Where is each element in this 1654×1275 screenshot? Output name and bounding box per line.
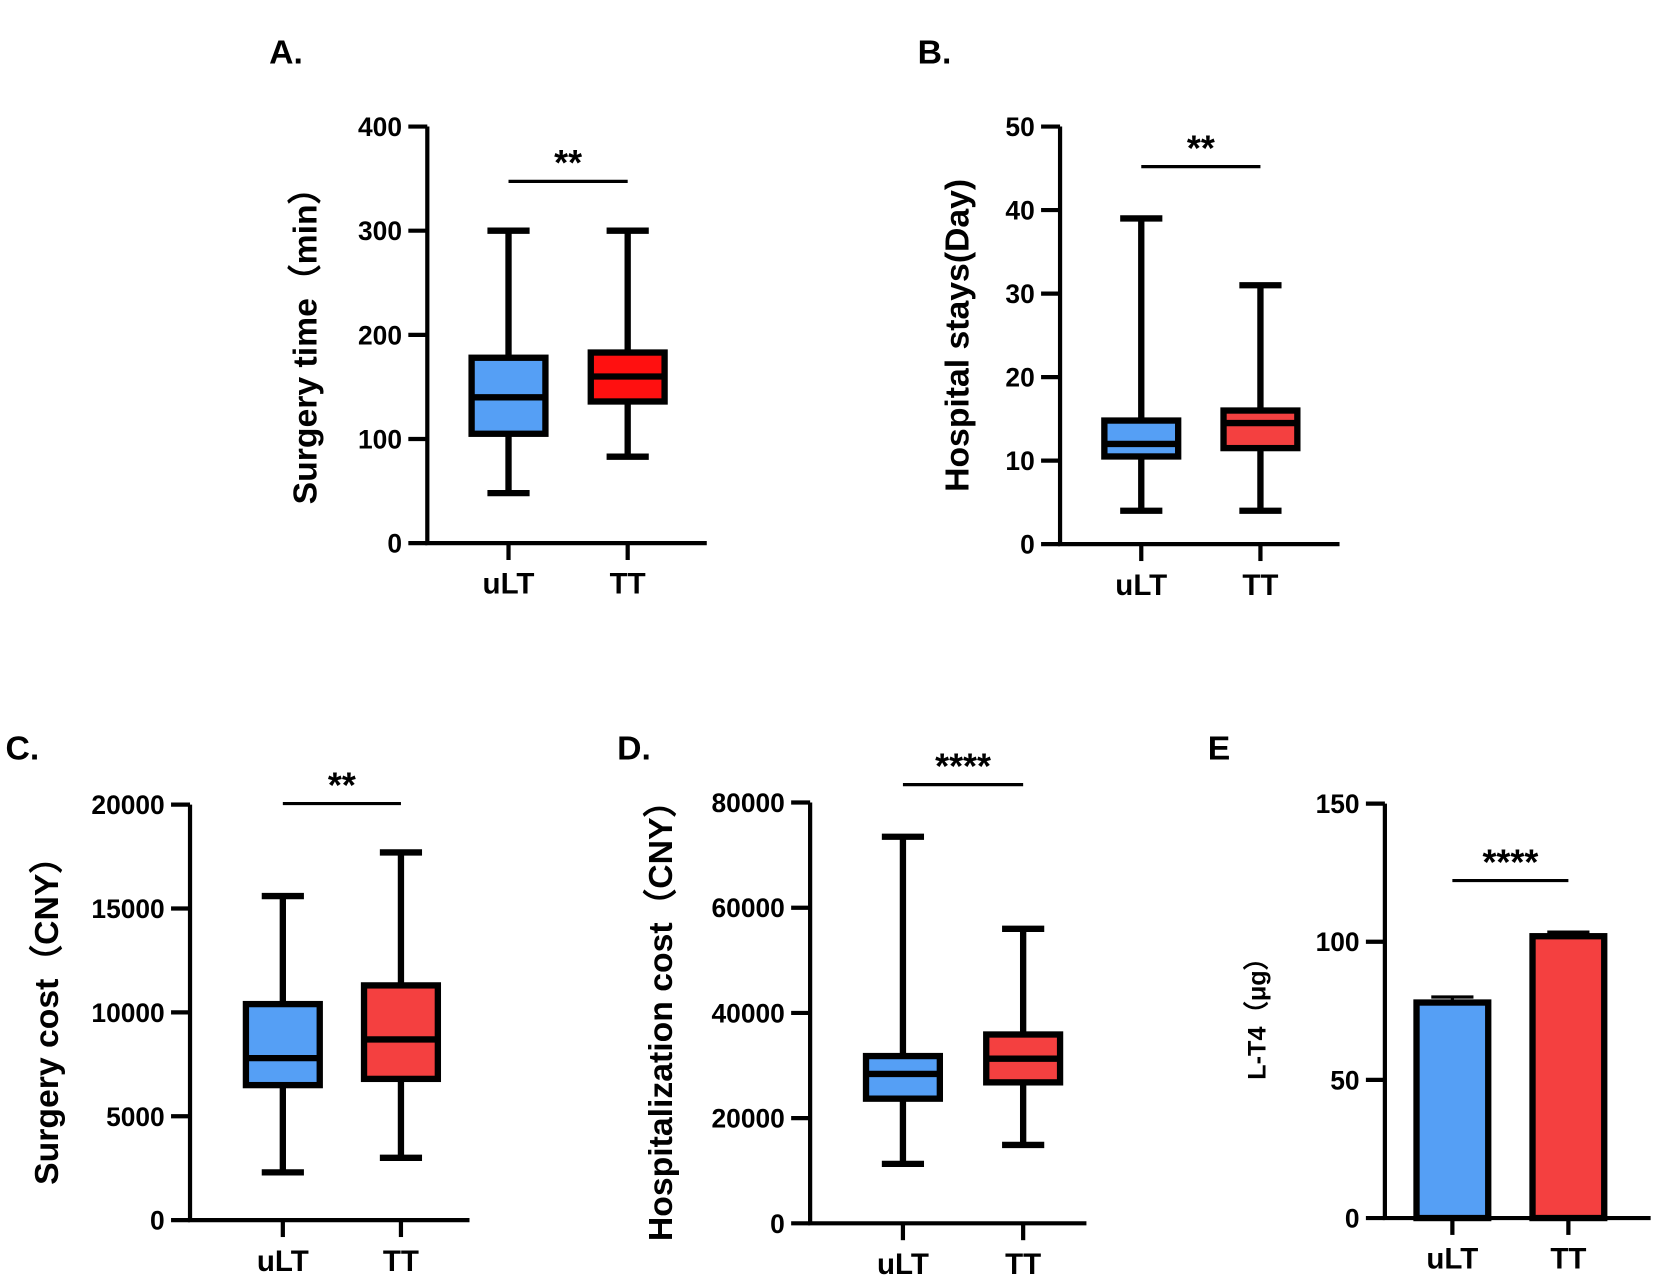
panel-letter: C. [5, 729, 39, 767]
y-tick-label: 0 [1345, 1204, 1360, 1234]
iqr-box [242, 1000, 323, 1089]
y-tick-label: 30 [1005, 279, 1034, 309]
x-tick-label: uLT [1426, 1243, 1478, 1275]
box-ult [242, 892, 323, 1176]
bar [1529, 933, 1608, 1222]
panel-c: C. 0 5000 10000 15000 20000 uLT TT Surgery cost（… [5, 729, 470, 1275]
bar-tt [1529, 930, 1608, 1222]
panel-b: B. 0 10 20 30 40 50 uLT TT Hospital stays(Day) ** [918, 33, 1340, 602]
x-tick-label: uLT [257, 1245, 309, 1275]
y-tick-label: 0 [1020, 530, 1035, 560]
box-tt [360, 849, 442, 1161]
panel-letter: D. [617, 729, 651, 767]
y-tick-label: 400 [358, 112, 402, 142]
y-tick-label: 40000 [712, 998, 785, 1028]
panel-a: A. 0 100 200 300 400 uLT TT Surgery time（min） ** [269, 33, 707, 601]
y-axis-title: Surgery cost（CNY） [28, 840, 66, 1185]
box-ult [1101, 215, 1182, 514]
panel-letter: A. [269, 33, 303, 71]
y-tick-label: 80000 [712, 788, 785, 818]
box-tt [587, 227, 668, 460]
y-tick-label: 200 [358, 320, 402, 350]
y-axis-title: L-T4（μg） [1243, 945, 1272, 1080]
y-axis-title: Surgery time（min） [287, 171, 325, 505]
x-tick-label: TT [1550, 1243, 1586, 1275]
box-ult [468, 227, 549, 497]
y-tick-label: 20000 [91, 790, 164, 820]
x-tick-label: TT [383, 1245, 419, 1275]
panel-d: D. 0 20000 40000 60000 80000 uLT TT Hospitalizat… [617, 729, 1087, 1275]
y-tick-label: 10000 [91, 998, 164, 1028]
panel-letter: B. [918, 33, 952, 71]
iqr-box [1101, 417, 1182, 460]
y-tick-label: 100 [1316, 927, 1360, 957]
significance-stars: ** [1187, 128, 1215, 168]
significance-stars: ** [328, 765, 356, 805]
x-tick-label: TT [610, 568, 646, 601]
y-tick-label: 10 [1005, 446, 1034, 476]
y-tick-label: 100 [358, 424, 402, 454]
y-tick-label: 5000 [106, 1102, 165, 1132]
x-tick-label: TT [1242, 569, 1278, 602]
x-tick-label: uLT [877, 1248, 929, 1275]
box-tt [1220, 282, 1301, 514]
y-tick-label: 50 [1330, 1065, 1359, 1095]
bar [1413, 999, 1492, 1222]
y-tick-label: 50 [1005, 112, 1034, 142]
x-tick-label: TT [1005, 1248, 1041, 1275]
significance-stars: **** [1482, 842, 1538, 882]
box-ult [862, 833, 944, 1168]
iqr-box [360, 982, 442, 1083]
significance-stars: **** [935, 746, 991, 786]
y-tick-label: 40 [1005, 196, 1034, 226]
x-tick-label: uLT [483, 568, 535, 601]
y-axis-title: Hospital stays(Day) [938, 179, 976, 492]
y-tick-label: 0 [387, 529, 402, 559]
y-tick-label: 20000 [712, 1104, 785, 1134]
iqr-box [862, 1052, 944, 1102]
bar-ult [1413, 995, 1492, 1222]
y-tick-label: 20 [1005, 363, 1034, 393]
y-tick-label: 150 [1316, 789, 1360, 819]
panel-letter: E [1208, 729, 1231, 767]
box-tt [983, 925, 1064, 1149]
iqr-box [1220, 407, 1301, 452]
significance-stars: ** [554, 143, 582, 183]
y-tick-label: 0 [770, 1209, 785, 1239]
y-tick-label: 60000 [712, 893, 785, 923]
x-tick-label: uLT [1115, 569, 1167, 602]
y-tick-label: 300 [358, 216, 402, 246]
y-axis-title: Hospitalization cost（CNY） [642, 784, 680, 1241]
y-tick-label: 0 [150, 1206, 165, 1236]
panel-e: E 0 50 100 150 uLT TT L-T4（μg） **** [1208, 729, 1651, 1275]
y-tick-label: 15000 [91, 894, 164, 924]
